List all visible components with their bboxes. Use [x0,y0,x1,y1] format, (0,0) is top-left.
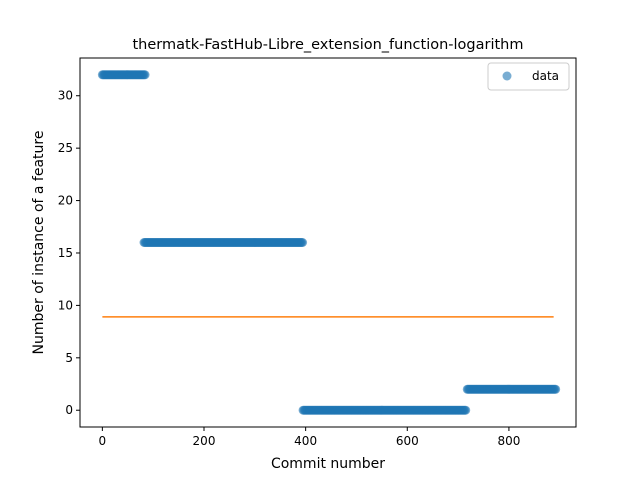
y-tick-label: 30 [58,89,73,103]
scatter-segment-0 [97,70,150,80]
x-tick-label: 200 [193,434,216,448]
x-tick-label: 0 [99,434,107,448]
y-tick-label: 10 [58,298,73,312]
data-point [551,384,561,394]
scatter-segment-1 [139,238,308,247]
data-point [461,405,471,415]
scatter-segment-3 [462,384,561,394]
chart-title: thermatk-FastHub-Libre_extension_functio… [133,37,524,53]
y-tick-label: 20 [58,194,73,208]
axes: 0 200 400 600 800 0 5 10 15 20 25 30 [58,57,577,448]
x-tick-label: 600 [396,434,419,448]
y-tick-label: 0 [65,403,73,417]
legend-label-data: data [532,69,559,83]
x-axis-label: Commit number [271,456,385,472]
x-tick-label: 800 [497,434,520,448]
scatter-segment-2 [298,405,471,415]
y-tick-label: 25 [58,141,73,155]
legend-marker-data [502,71,512,81]
axes-frame [79,57,577,428]
y-tick-label: 5 [65,351,73,365]
legend-box [487,62,570,91]
y-tick-label: 15 [58,246,73,260]
legend: data [487,62,570,91]
plot-area [97,70,561,415]
x-tick-label: 400 [294,434,317,448]
data-point [140,70,150,80]
y-axis-label: Number of instance of a feature [31,131,47,355]
data-point [298,238,308,247]
